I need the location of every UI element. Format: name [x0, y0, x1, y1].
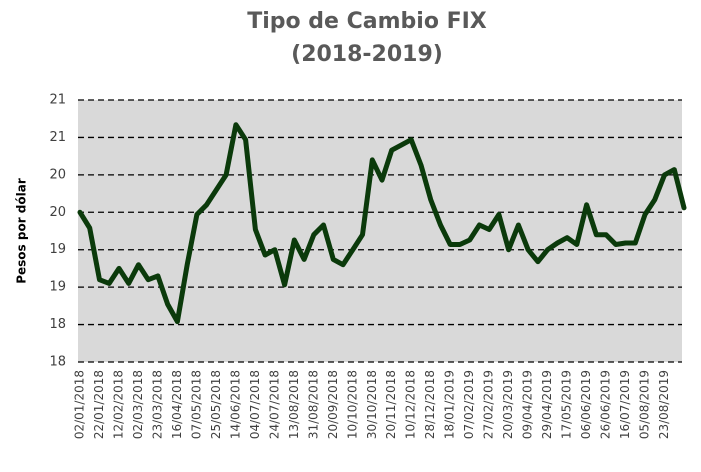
x-tick-label: 26/06/2019: [599, 370, 613, 439]
chart-subtitle: (2018-2019): [291, 42, 443, 67]
x-tick-label: 17/05/2019: [560, 370, 574, 439]
x-tick-label: 18/01/2019: [443, 370, 457, 439]
x-tick-label: 27/02/2019: [482, 370, 496, 439]
y-axis-label: Pesos por dólar: [15, 178, 29, 284]
x-tick-label: 29/04/2019: [540, 370, 554, 439]
x-tick-label: 28/12/2018: [423, 370, 437, 439]
x-tick-label: 02/03/2018: [131, 370, 145, 439]
x-tick-label: 07/05/2018: [189, 370, 203, 439]
x-tick-label: 20/03/2019: [501, 370, 515, 439]
chart-title: Tipo de Cambio FIX: [247, 9, 487, 34]
x-tick-label: 30/10/2018: [365, 370, 379, 439]
x-tick-label: 10/10/2018: [345, 370, 359, 439]
y-tick-label: 21: [49, 93, 66, 108]
x-tick-label: 09/04/2019: [521, 370, 535, 439]
y-tick-label: 20: [49, 205, 66, 220]
y-tick-label: 18: [49, 355, 66, 370]
x-tick-label: 10/12/2018: [404, 370, 418, 439]
x-tick-label: 05/08/2019: [638, 370, 652, 439]
x-tick-label: 31/08/2018: [306, 370, 320, 439]
x-tick-label: 02/01/2018: [73, 370, 87, 439]
x-tick-label: 25/05/2018: [209, 370, 223, 439]
x-tick-label: 16/07/2019: [618, 370, 632, 439]
x-tick-label: 16/04/2018: [170, 370, 184, 439]
y-tick-label: 21: [49, 130, 66, 145]
x-tick-label: 14/06/2018: [228, 370, 242, 439]
x-tick-label: 06/06/2019: [579, 370, 593, 439]
x-tick-label: 13/08/2018: [287, 370, 301, 439]
plot-area: [78, 100, 682, 362]
x-tick-label: 04/07/2018: [248, 370, 262, 439]
x-tick-label: 20/09/2018: [326, 370, 340, 439]
y-tick-label: 19: [49, 242, 66, 257]
x-tick-label: 23/08/2019: [657, 370, 671, 439]
x-tick-label: 23/03/2018: [150, 370, 164, 439]
x-tick-label: 07/02/2019: [462, 370, 476, 439]
x-tick-label: 12/02/2018: [111, 370, 125, 439]
x-tick-label: 24/07/2018: [267, 370, 281, 439]
y-tick-label: 19: [49, 280, 66, 295]
line-series: [77, 122, 687, 325]
x-tick-label: 20/11/2018: [384, 370, 398, 439]
y-tick-label: 20: [49, 167, 66, 182]
x-tick-label: 22/01/2018: [92, 370, 106, 439]
y-tick-label: 18: [49, 317, 66, 332]
